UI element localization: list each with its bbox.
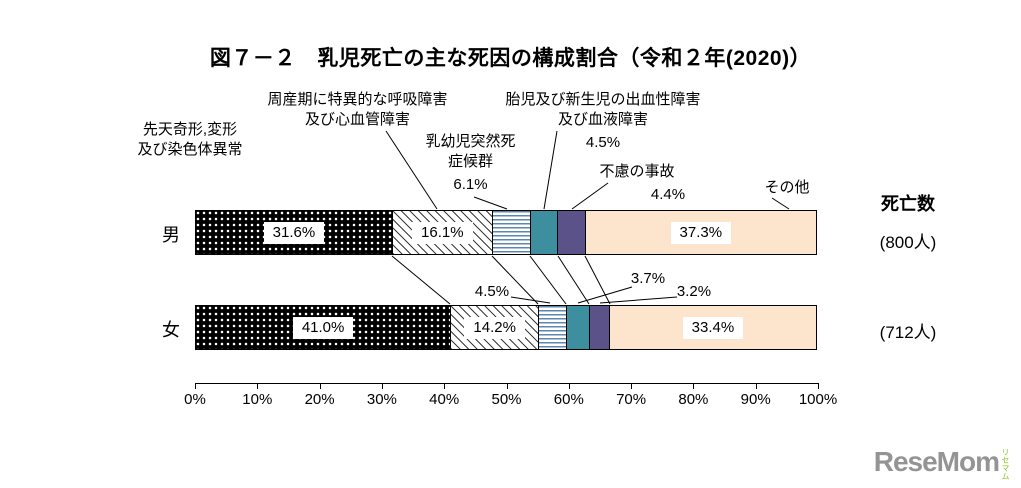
callout-other: その他: [742, 178, 832, 198]
deaths-count-male: (800人): [879, 233, 937, 252]
segment-row1-series1: 14.2%: [450, 306, 539, 349]
leader-line-other: [771, 197, 790, 210]
x-axis-tick-label: 90%: [740, 391, 771, 408]
segment-row0-series1: 16.1%: [391, 211, 492, 254]
x-axis-tick-label: 60%: [553, 391, 584, 408]
segment-value-label: 14.2%: [464, 316, 525, 339]
x-axis-tick: [631, 383, 633, 389]
resemom-logo-vertical-text: リセマム: [1001, 448, 1010, 480]
segment-row0-series5: 37.3%: [584, 211, 816, 254]
x-axis-tick: [319, 383, 321, 389]
x-axis-tick-label: 80%: [678, 391, 709, 408]
callout-perinatal-line2: 及び心血管障害: [304, 111, 410, 128]
x-axis-tick: [381, 383, 383, 389]
x-axis-tick-label: 30%: [366, 391, 397, 408]
x-axis-tick: [195, 383, 196, 389]
x-axis-tick-label: 10%: [242, 391, 273, 408]
callout-sids-line1: 乳幼児突然死: [425, 133, 516, 150]
segment-row1-series3: [566, 306, 590, 349]
x-axis-tick-label: 0%: [184, 391, 206, 408]
chart-title: 図７－２ 乳児死亡の主な死因の構成割合（令和２年(2020)）: [209, 47, 812, 70]
segment-row0-series2: [491, 211, 530, 254]
callout-sids-value: 6.1%: [453, 176, 488, 193]
x-axis-tick: [568, 383, 570, 389]
connector-boundary-5: [584, 255, 611, 305]
segment-value-label: 37.3%: [670, 221, 732, 244]
bar-male: 31.6% 16.1% 37.3%: [195, 210, 817, 255]
x-axis-tick-label: 20%: [304, 391, 335, 408]
callout-congenital-line1: 先天奇形,変形: [142, 121, 238, 138]
segment-value-label: 31.6%: [263, 221, 325, 244]
deaths-count-female: (712人): [879, 323, 937, 342]
female-sids-value: 4.5%: [474, 283, 510, 300]
callout-perinatal-line1: 周産期に特異的な呼吸障害: [267, 91, 448, 108]
leader-line-sids: [473, 196, 508, 210]
leader-line-female-hemorrhagic: [577, 286, 633, 304]
callout-sids-line2: 症候群: [447, 153, 493, 170]
segment-value-label: 33.4%: [682, 316, 744, 339]
segment-row1-series2: [538, 306, 567, 349]
x-axis-tick: [755, 383, 757, 389]
x-axis-tick: [506, 383, 508, 389]
callout-perinatal: 周産期に特異的な呼吸障害 及び心血管障害: [240, 90, 475, 130]
deaths-header: 死亡数: [881, 194, 935, 214]
callout-hemorrhagic-line2: 及び血液障害: [557, 111, 648, 128]
resemom-logo-text: ReseMom: [873, 446, 1000, 477]
x-axis-tick-label: 50%: [491, 391, 522, 408]
segment-value-label: 16.1%: [412, 221, 473, 244]
segment-value-label: 41.0%: [292, 316, 354, 339]
callout-hemorrhagic: 胎児及び新生児の出血性障害 及び血液障害 4.5%: [483, 90, 723, 153]
female-hemorrhagic-value: 3.7%: [630, 270, 666, 287]
resemom-logo: ReseMom リセマム: [873, 446, 1010, 481]
segment-row0-series3: [529, 211, 558, 254]
category-label-male: 男: [162, 225, 180, 245]
callout-hemorrhagic-value: 4.5%: [585, 134, 621, 151]
connector-boundary-3: [529, 255, 567, 305]
callout-sids: 乳幼児突然死 症候群 6.1%: [408, 132, 533, 195]
callout-congenital-line2: 及び染色体異常: [137, 141, 243, 158]
segment-row1-series0: 41.0%: [196, 306, 451, 349]
x-axis-tick-label: 70%: [616, 391, 647, 408]
callout-accident-value: 4.4%: [650, 186, 686, 203]
segment-row1-series4: [589, 306, 609, 349]
x-axis: 0% 10% 20% 30% 40% 50% 60% 70% 80% 90% 100%: [184, 383, 837, 413]
x-axis-tick: [818, 383, 819, 389]
connector-boundary-1: [391, 255, 451, 305]
female-accident-value: 3.2%: [676, 283, 712, 300]
callout-congenital: 先天奇形,変形 及び染色体異常: [115, 120, 265, 160]
segment-row1-series5: 33.4%: [608, 306, 816, 349]
category-label-female: 女: [162, 320, 180, 340]
x-axis-tick: [693, 383, 695, 389]
callout-hemorrhagic-line1: 胎児及び新生児の出血性障害: [505, 91, 701, 108]
callout-accident-line1: 不慮の事故: [599, 163, 675, 180]
x-axis-tick-label: 40%: [429, 391, 460, 408]
callout-other-line1: その他: [764, 179, 810, 196]
x-axis-tick: [444, 383, 446, 389]
bar-female: 41.0% 14.2% 33.4%: [195, 305, 817, 350]
segment-row0-series0: 31.6%: [196, 211, 392, 254]
segment-row0-series4: [557, 211, 585, 254]
connector-boundary-4: [557, 255, 590, 305]
x-axis-tick: [257, 383, 259, 389]
x-axis-tick-label: 100%: [798, 391, 838, 408]
callout-accident: 不慮の事故 4.4%: [577, 162, 697, 205]
